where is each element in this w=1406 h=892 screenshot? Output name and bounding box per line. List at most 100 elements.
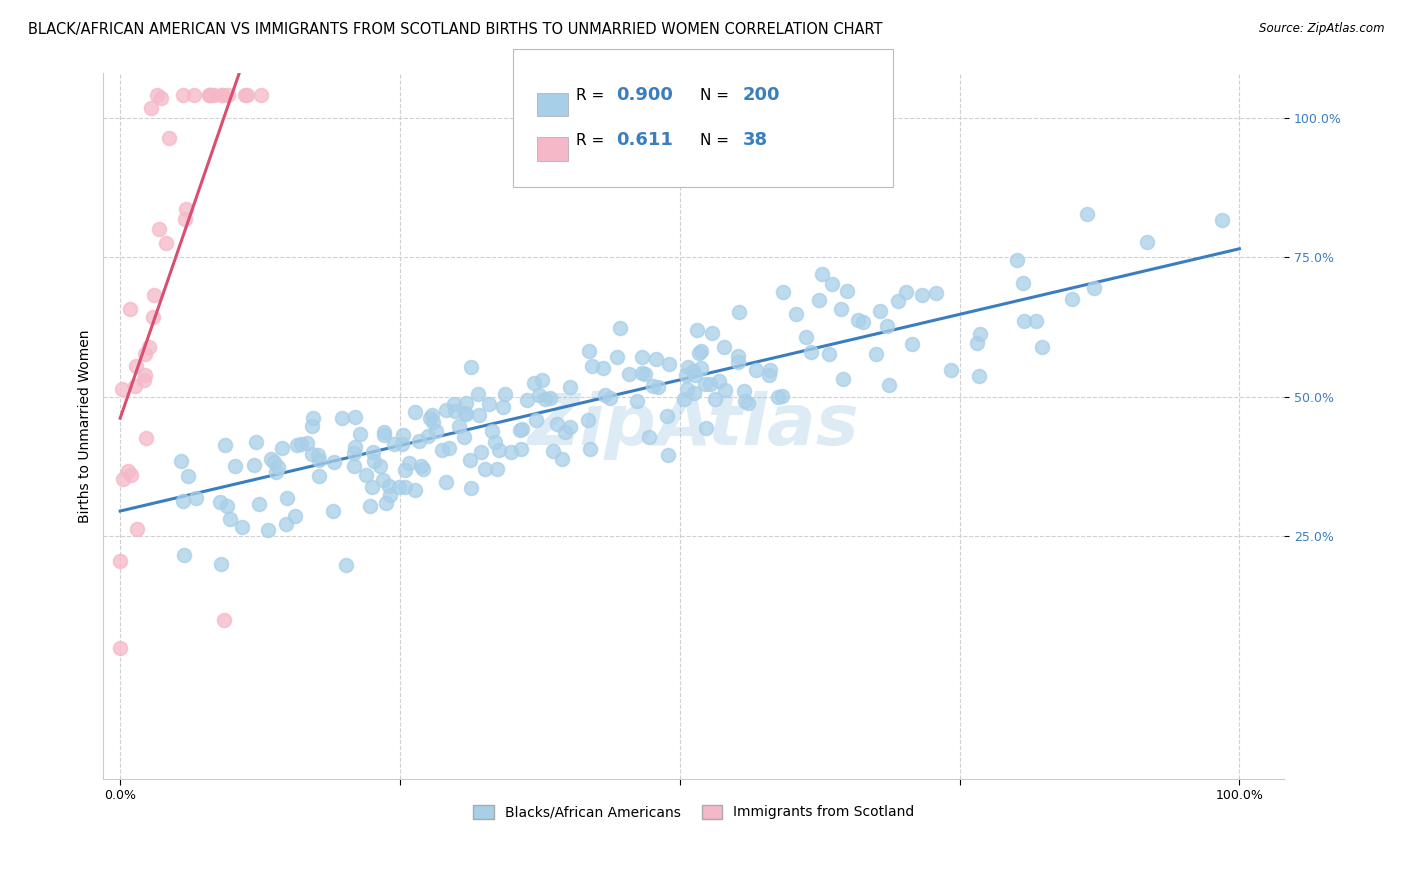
Text: N =: N =: [700, 88, 734, 103]
Point: [301, 410, 323, 425]
Point: [531, 373, 554, 387]
Point: [534, 392, 557, 406]
Point: [676, 360, 699, 375]
Point: [714, 384, 737, 398]
Point: [675, 368, 697, 382]
Point: [794, 330, 817, 344]
Point: [242, 458, 264, 472]
Point: [134, 368, 156, 383]
Point: [510, 422, 533, 436]
Point: [143, 288, 166, 302]
Point: [380, 487, 402, 501]
Point: [1060, 292, 1083, 306]
Point: [198, 88, 221, 103]
Point: [688, 346, 710, 360]
Point: [110, 640, 132, 655]
Point: [690, 343, 713, 358]
Point: [398, 457, 420, 471]
Point: [713, 339, 735, 353]
Point: [198, 88, 221, 103]
Point: [354, 468, 377, 483]
Point: [184, 491, 207, 506]
Point: [1007, 253, 1029, 268]
Point: [146, 88, 169, 103]
Point: [554, 425, 576, 439]
Point: [349, 426, 371, 441]
Text: N =: N =: [700, 133, 734, 147]
Point: [236, 88, 259, 103]
Point: [1211, 213, 1233, 227]
Point: [444, 403, 467, 417]
Point: [233, 88, 256, 103]
Point: [363, 454, 385, 468]
Point: [214, 438, 236, 452]
Point: [388, 480, 411, 494]
Point: [626, 394, 648, 409]
Point: [820, 277, 842, 291]
Point: [835, 284, 858, 298]
Point: [641, 379, 664, 393]
Point: [308, 468, 330, 483]
Point: [335, 558, 357, 572]
Point: [375, 495, 398, 509]
Point: [148, 221, 170, 235]
Point: [287, 438, 309, 452]
Point: [454, 396, 477, 410]
Point: [1011, 276, 1033, 290]
Point: [800, 344, 823, 359]
Point: [876, 318, 898, 333]
Point: [247, 497, 270, 511]
Point: [657, 448, 679, 462]
Point: [260, 452, 283, 467]
Point: [460, 481, 482, 495]
Point: [382, 437, 405, 451]
Point: [478, 396, 501, 410]
Point: [149, 90, 172, 104]
Point: [323, 455, 346, 469]
Point: [322, 504, 344, 518]
Point: [599, 391, 621, 405]
Point: [209, 557, 232, 571]
Point: [308, 453, 330, 467]
Point: [683, 386, 706, 401]
Point: [831, 372, 853, 386]
Point: [215, 500, 238, 514]
Point: [685, 368, 707, 383]
Point: [488, 442, 510, 457]
Point: [155, 235, 177, 250]
Point: [609, 320, 631, 334]
Point: [267, 459, 290, 474]
Point: [274, 516, 297, 531]
Point: [343, 446, 366, 460]
Point: [432, 442, 454, 457]
Point: [509, 423, 531, 437]
Point: [437, 442, 460, 456]
Point: [901, 337, 924, 351]
Point: [276, 491, 298, 505]
Point: [301, 418, 323, 433]
Text: 38: 38: [742, 131, 768, 149]
Point: [183, 88, 205, 103]
Point: [468, 408, 491, 422]
Point: [198, 88, 221, 103]
Point: [529, 388, 551, 402]
Point: [1025, 314, 1047, 328]
Point: [592, 361, 614, 376]
Point: [634, 368, 657, 382]
Point: [499, 444, 522, 458]
Point: [142, 310, 165, 325]
Point: [727, 349, 749, 363]
Point: [560, 419, 582, 434]
Point: [111, 383, 134, 397]
Point: [373, 427, 395, 442]
Point: [307, 448, 329, 462]
Point: [360, 480, 382, 494]
Point: [467, 387, 489, 401]
Point: [172, 494, 194, 508]
Point: [368, 458, 391, 473]
Point: [925, 286, 948, 301]
Point: [830, 302, 852, 317]
Point: [391, 436, 413, 450]
Point: [645, 352, 668, 367]
Text: 0.900: 0.900: [616, 87, 672, 104]
